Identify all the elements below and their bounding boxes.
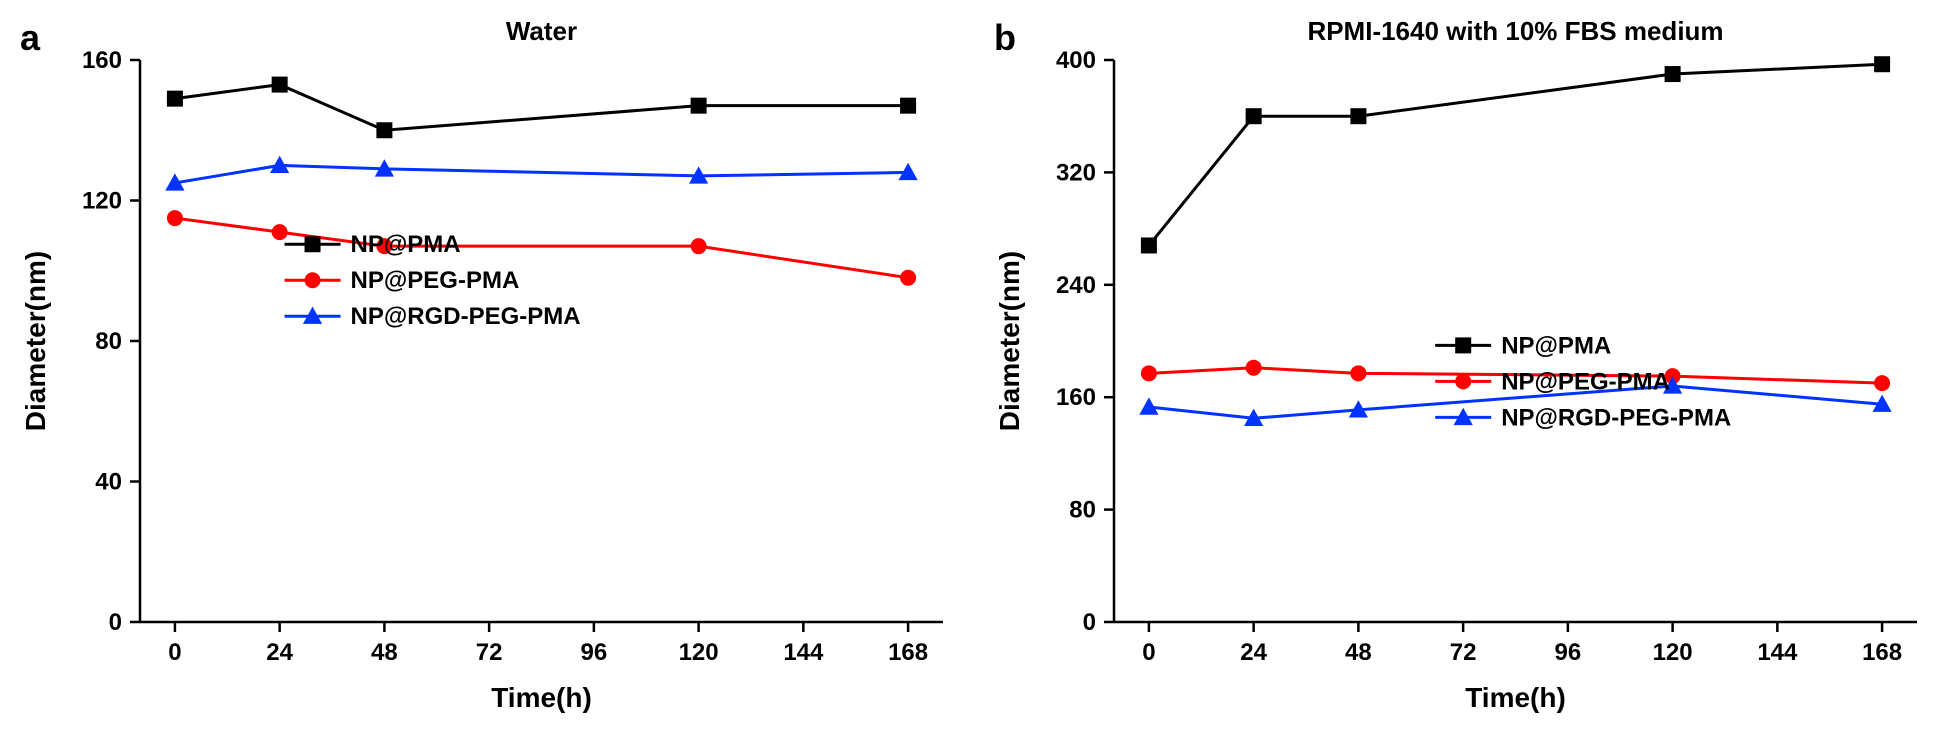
panel-label: b: [994, 17, 1016, 58]
circle-marker-icon: [1874, 375, 1890, 391]
legend-label: NP@RGD-PEG-PMA: [351, 303, 581, 330]
xtick-label: 168: [888, 639, 928, 666]
xtick-label: 48: [371, 639, 398, 666]
xtick-label: 144: [1757, 639, 1798, 666]
ytick-label: 160: [1055, 384, 1095, 411]
circle-marker-icon: [1350, 365, 1366, 381]
ytick-label: 120: [82, 188, 122, 215]
circle-marker-icon: [1140, 365, 1156, 381]
xtick-label: 0: [168, 639, 181, 666]
square-marker-icon: [1140, 237, 1156, 253]
ytick-label: 400: [1055, 47, 1095, 74]
ytick-label: 320: [1055, 159, 1095, 186]
square-marker-icon: [1350, 108, 1366, 124]
ytick-label: 0: [1082, 609, 1095, 636]
circle-marker-icon: [305, 272, 321, 288]
panel-label: a: [20, 17, 41, 58]
xtick-label: 120: [1652, 639, 1692, 666]
ytick-label: 0: [109, 609, 122, 636]
xtick-label: 96: [1554, 639, 1581, 666]
circle-marker-icon: [691, 238, 707, 254]
ytick-label: 80: [95, 328, 122, 355]
xtick-label: 96: [581, 639, 608, 666]
y-axis-label: Diameter(nm): [20, 251, 51, 431]
square-marker-icon: [1455, 337, 1471, 353]
x-axis-label: Time(h): [1465, 682, 1566, 713]
legend-label: NP@PEG-PMA: [1501, 368, 1670, 395]
legend-label: NP@PEG-PMA: [351, 267, 520, 294]
circle-marker-icon: [167, 210, 183, 226]
square-marker-icon: [376, 122, 392, 138]
panel-a: 0 24 48 72 96 120 144 168 0 40 80 120 160 Water Time(h…: [0, 0, 974, 732]
square-marker-icon: [1874, 56, 1890, 72]
circle-marker-icon: [1455, 373, 1471, 389]
panel-b: 0 24 48 72 96 120 144 168 0 80 160 240 320 400 RPMI-16…: [974, 0, 1947, 732]
xtick-label: 144: [783, 639, 824, 666]
square-marker-icon: [167, 91, 183, 107]
x-axis-label: Time(h): [491, 682, 592, 713]
square-marker-icon: [900, 98, 916, 114]
chart-title: Water: [506, 16, 577, 46]
circle-marker-icon: [1245, 360, 1261, 376]
xtick-label: 0: [1142, 639, 1155, 666]
figure-container: 0 24 48 72 96 120 144 168 0 40 80 120 160 Water Time(h…: [0, 0, 1947, 732]
square-marker-icon: [1245, 108, 1261, 124]
ytick-label: 40: [95, 469, 122, 496]
ytick-label: 240: [1055, 272, 1095, 299]
legend-label: NP@PMA: [351, 231, 461, 258]
ytick-label: 160: [82, 47, 122, 74]
square-marker-icon: [1664, 66, 1680, 82]
xtick-label: 24: [266, 639, 293, 666]
square-marker-icon: [305, 236, 321, 252]
xtick-label: 120: [679, 639, 719, 666]
xtick-label: 48: [1345, 639, 1372, 666]
xtick-label: 72: [1449, 639, 1476, 666]
chart-title: RPMI-1640 with 10% FBS medium: [1307, 16, 1723, 46]
circle-marker-icon: [272, 224, 288, 240]
ytick-label: 80: [1069, 497, 1096, 524]
square-marker-icon: [691, 98, 707, 114]
circle-marker-icon: [900, 270, 916, 286]
xtick-label: 168: [1862, 639, 1902, 666]
y-axis-label: Diameter(nm): [994, 251, 1025, 431]
xtick-label: 24: [1240, 639, 1267, 666]
legend-label: NP@PMA: [1501, 332, 1611, 359]
xtick-label: 72: [476, 639, 503, 666]
square-marker-icon: [272, 77, 288, 93]
legend-label: NP@RGD-PEG-PMA: [1501, 404, 1731, 431]
